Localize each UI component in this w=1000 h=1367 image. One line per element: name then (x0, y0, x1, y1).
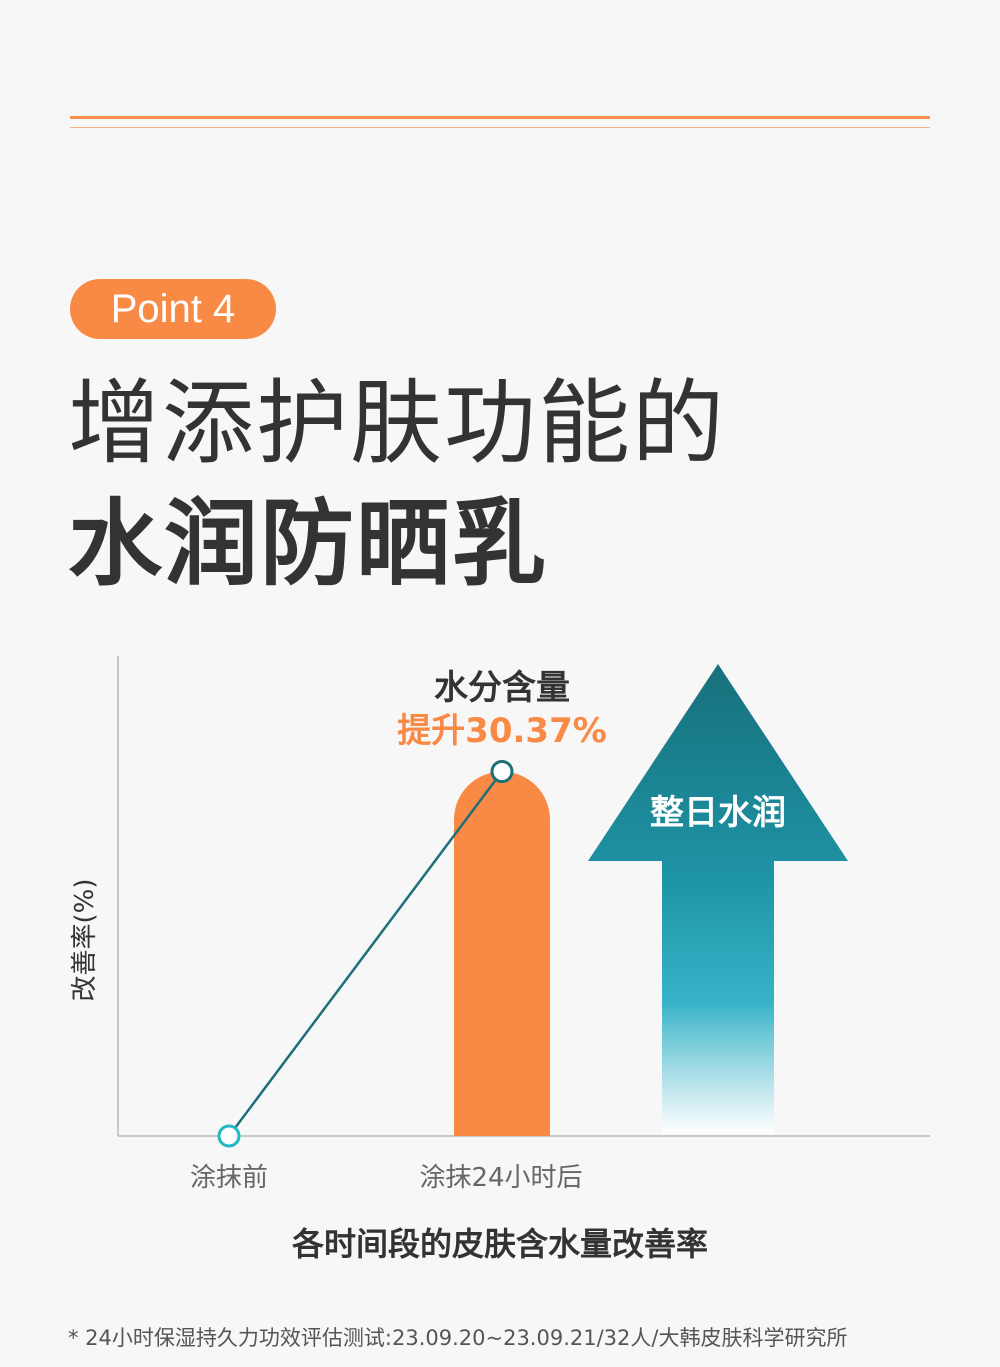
top-rule-thick (70, 116, 930, 119)
callout-value: 提升30.37% (397, 711, 607, 751)
callout-label: 水分含量 (434, 668, 570, 708)
point-before (217, 1124, 241, 1148)
top-rule-thin (70, 127, 930, 128)
x-tick-label-after: 涂抹24小时后 (419, 1163, 583, 1193)
y-axis-label: 改善率(%) (70, 878, 100, 1002)
arrow-label: 整日水润 (650, 793, 786, 833)
footnote: * 24小时保湿持久力功效评估测试:23.09.20~23.09.21/32人/… (68, 1326, 848, 1350)
point-badge: Point 4 (70, 279, 276, 339)
point-after-24h (490, 760, 514, 784)
chart-caption: 各时间段的皮肤含水量改善率 (291, 1225, 708, 1263)
x-tick-label-before: 涂抹前 (189, 1163, 268, 1193)
bar-after-24h (454, 771, 550, 1136)
moisture-chart (117, 656, 930, 1148)
trend-line (227, 770, 504, 1137)
headline-line-1: 增添护肤功能的 (68, 370, 727, 477)
headline-line-2: 水润防晒乳 (68, 490, 549, 599)
moisture-arrow (588, 664, 848, 1134)
